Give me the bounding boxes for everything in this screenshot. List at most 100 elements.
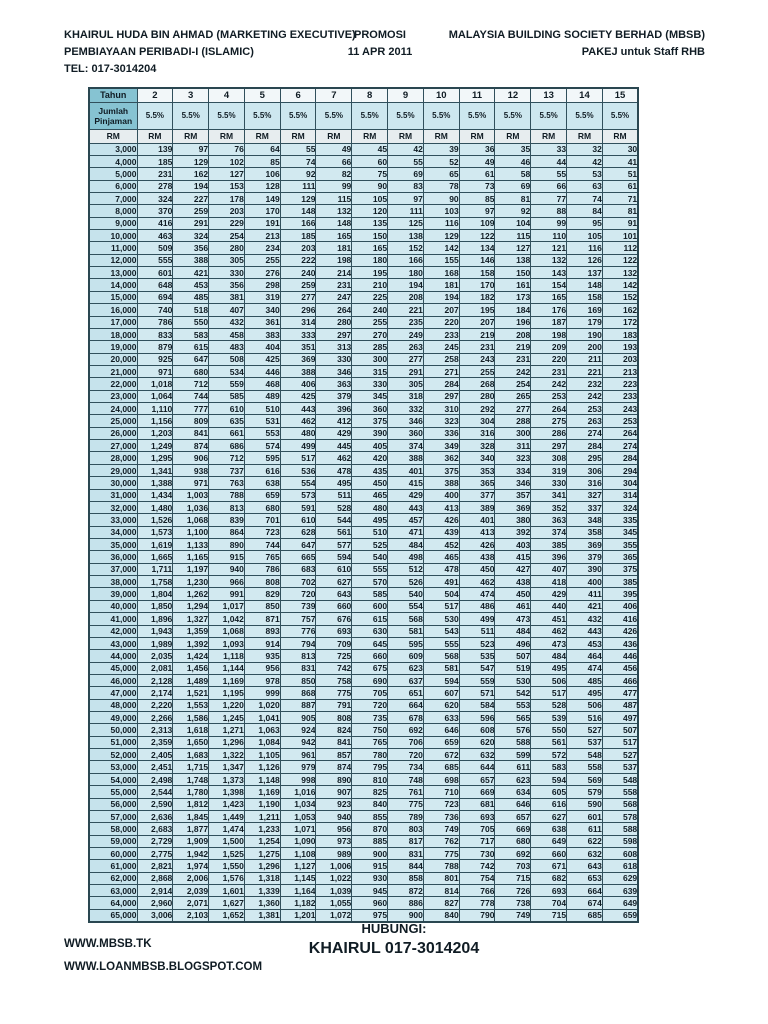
payment-cell: 808 <box>243 575 281 589</box>
payment-cell: 35 <box>494 142 532 156</box>
payment-cell: 276 <box>243 266 281 280</box>
payment-cell: 426 <box>458 537 496 552</box>
payment-cell: 647 <box>172 352 210 366</box>
footer-url-1: WWW.MBSB.TK <box>64 938 152 950</box>
payment-cell: 998 <box>279 772 317 787</box>
payment-cell: 491 <box>422 575 460 589</box>
payment-cell: 885 <box>351 834 389 848</box>
table-row: 10,000 463 324 254 213 185 165 150 138 129 122 115 1… <box>88 229 639 243</box>
payment-cell: 649 <box>530 834 568 848</box>
payment-cell: 840 <box>422 908 460 923</box>
table-row: 38,000 1,758 1,230 966 808 702 627 570 526 491 462… <box>88 575 639 589</box>
payment-cell: 754 <box>458 871 496 886</box>
table-row: 22,000 1,018 712 559 468 406 363 330 305 284 268 25… <box>88 377 639 391</box>
payment-cell: 330 <box>530 476 568 490</box>
payment-cell: 622 <box>566 834 603 848</box>
payment-cell: 211 <box>566 352 603 366</box>
payment-cell: 512 <box>387 562 424 577</box>
payment-cell: 120 <box>351 204 389 218</box>
payment-cell: 110 <box>530 229 568 243</box>
payment-cell: 352 <box>530 500 568 515</box>
payment-cell: 166 <box>279 216 317 231</box>
payment-cell: 956 <box>315 822 353 836</box>
payment-cell: 471 <box>387 525 424 540</box>
payment-cell: 620 <box>422 698 460 713</box>
payment-cell: 152 <box>601 290 639 305</box>
payment-cell: 168 <box>422 266 460 280</box>
payment-cell: 345 <box>601 525 639 540</box>
payment-cell: 245 <box>422 340 460 354</box>
payment-cell: 660 <box>351 649 389 663</box>
payment-cell: 1,249 <box>136 439 174 453</box>
payment-cell: 379 <box>315 389 353 404</box>
payment-cell: 148 <box>279 204 317 218</box>
payment-cell: 646 <box>422 723 460 737</box>
payment-cell: 623 <box>387 661 424 675</box>
payment-cell: 180 <box>351 253 389 268</box>
payment-cell: 1,169 <box>208 673 245 688</box>
table-row: 12,000 555 388 305 255 222 198 180 166 155 146 138 1… <box>88 253 639 268</box>
payment-cell: 161 <box>494 278 532 292</box>
payment-cell: 600 <box>351 599 389 614</box>
payment-cell: 801 <box>422 871 460 886</box>
payment-cell: 278 <box>136 179 174 193</box>
payment-cell: 956 <box>243 661 281 675</box>
payment-cell: 608 <box>601 846 639 861</box>
payment-cell: 456 <box>601 661 639 675</box>
table-row: 34,000 1,573 1,100 864 723 628 561 510 471 439 413… <box>88 525 639 540</box>
payment-cell: 2,960 <box>136 896 174 910</box>
payment-cell: 388 <box>422 476 460 490</box>
payment-cell: 324 <box>172 229 210 243</box>
payment-cell: 443 <box>566 624 603 638</box>
payment-cell: 389 <box>458 500 496 515</box>
amount-cell: 12,000 <box>88 253 138 268</box>
payment-cell: 395 <box>601 587 639 601</box>
payment-cell: 425 <box>279 389 317 404</box>
year-cell: 4 <box>208 87 245 103</box>
payment-cell: 1,145 <box>279 871 317 886</box>
payment-cell: 115 <box>494 229 532 243</box>
amount-cell: 24,000 <box>88 402 138 416</box>
payment-cell: 198 <box>530 327 568 342</box>
payment-cell: 90 <box>422 191 460 206</box>
payment-cell: 674 <box>566 896 603 910</box>
payment-cell: 1,156 <box>136 414 174 428</box>
payment-cell: 263 <box>387 340 424 354</box>
payment-cell: 581 <box>422 661 460 675</box>
payment-cell: 214 <box>315 266 353 280</box>
payment-cell: 284 <box>566 439 603 453</box>
payment-cell: 498 <box>387 550 424 564</box>
payment-cell: 116 <box>566 241 603 255</box>
payment-cell: 374 <box>530 525 568 540</box>
payment-cell: 775 <box>315 686 353 700</box>
payment-cell: 558 <box>601 785 639 799</box>
rm-cell: RM <box>172 128 210 144</box>
payment-cell: 534 <box>208 364 245 379</box>
payment-cell: 632 <box>566 846 603 861</box>
payment-cell: 517 <box>601 735 639 750</box>
payment-cell: 1,105 <box>243 748 281 762</box>
payment-cell: 255 <box>351 315 389 329</box>
payment-cell: 33 <box>530 142 568 156</box>
amount-cell: 22,000 <box>88 377 138 391</box>
payment-cell: 960 <box>351 896 389 910</box>
payment-cell: 615 <box>351 612 389 626</box>
payment-cell: 413 <box>458 525 496 540</box>
payment-cell: 134 <box>458 241 496 255</box>
payment-cell: 91 <box>601 216 639 231</box>
payment-cell: 516 <box>566 711 603 725</box>
payment-cell: 316 <box>458 426 496 441</box>
payment-cell: 259 <box>279 278 317 292</box>
payment-cell: 1,456 <box>172 661 210 675</box>
payment-cell: 313 <box>315 340 353 354</box>
payment-cell: 258 <box>422 352 460 366</box>
payment-cell: 32 <box>566 142 603 156</box>
payment-cell: 375 <box>351 414 389 428</box>
table-row: 35,000 1,619 1,133 890 744 647 577 525 484 452 426… <box>88 537 639 552</box>
payment-cell: 277 <box>279 290 317 305</box>
payment-cell: 584 <box>458 698 496 713</box>
payment-cell: 420 <box>351 451 389 465</box>
payment-cell: 1,322 <box>208 748 245 762</box>
amount-cell: 64,000 <box>88 896 138 910</box>
payment-cell: 207 <box>422 303 460 317</box>
